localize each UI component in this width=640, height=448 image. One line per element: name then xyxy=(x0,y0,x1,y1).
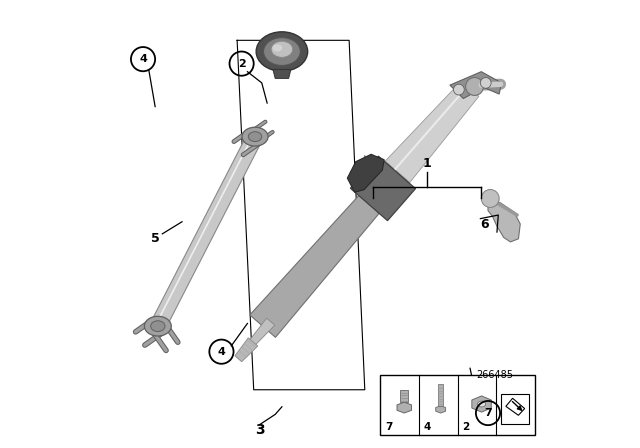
Bar xyxy=(380,375,535,435)
Polygon shape xyxy=(273,69,291,78)
Polygon shape xyxy=(348,154,384,192)
Ellipse shape xyxy=(264,38,300,65)
Polygon shape xyxy=(397,402,412,413)
Polygon shape xyxy=(248,318,275,348)
Text: 7: 7 xyxy=(484,408,492,418)
Text: 4: 4 xyxy=(139,54,147,64)
Ellipse shape xyxy=(477,401,486,407)
Ellipse shape xyxy=(273,44,282,52)
Polygon shape xyxy=(150,133,262,330)
Ellipse shape xyxy=(150,321,165,332)
Text: 6: 6 xyxy=(481,218,489,232)
Polygon shape xyxy=(506,398,525,415)
Text: 1: 1 xyxy=(422,156,431,170)
Ellipse shape xyxy=(256,32,308,71)
Text: 2: 2 xyxy=(462,422,470,432)
Text: 2: 2 xyxy=(237,59,246,69)
Polygon shape xyxy=(450,72,502,99)
Bar xyxy=(400,390,408,402)
Text: 5: 5 xyxy=(151,232,159,245)
Polygon shape xyxy=(250,82,478,337)
Polygon shape xyxy=(385,81,479,182)
Text: 7: 7 xyxy=(385,422,392,432)
Ellipse shape xyxy=(466,78,484,95)
Text: 4: 4 xyxy=(218,347,225,357)
Bar xyxy=(438,384,444,406)
Ellipse shape xyxy=(242,127,268,146)
Ellipse shape xyxy=(145,316,172,336)
Circle shape xyxy=(481,190,499,207)
Ellipse shape xyxy=(271,41,292,57)
Polygon shape xyxy=(351,156,415,221)
Text: 266485: 266485 xyxy=(476,370,513,380)
Bar xyxy=(501,394,529,424)
Polygon shape xyxy=(235,338,258,362)
Text: 3: 3 xyxy=(255,423,264,437)
Circle shape xyxy=(481,78,491,88)
Polygon shape xyxy=(488,197,520,242)
Circle shape xyxy=(454,84,464,95)
Ellipse shape xyxy=(248,132,262,142)
Text: 4: 4 xyxy=(424,422,431,432)
Polygon shape xyxy=(472,396,492,412)
Polygon shape xyxy=(436,406,445,413)
